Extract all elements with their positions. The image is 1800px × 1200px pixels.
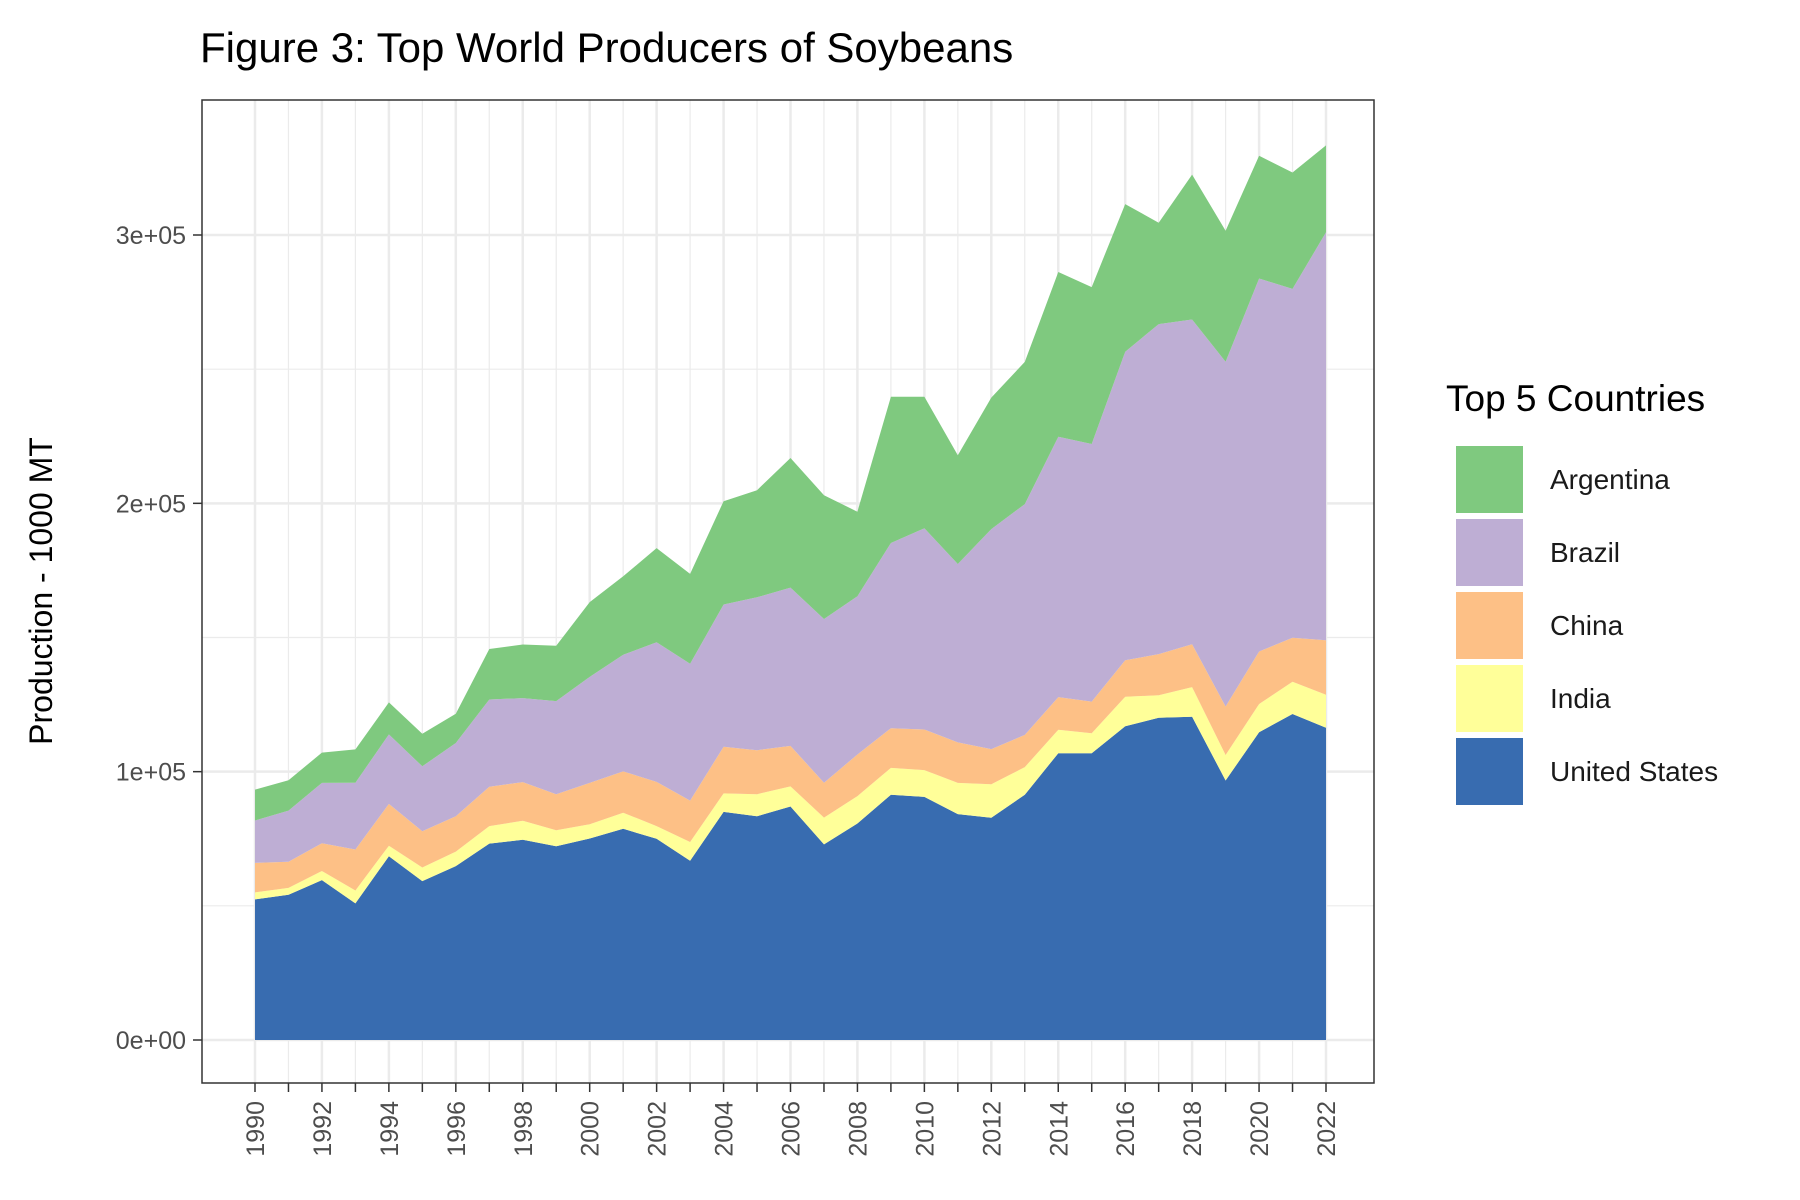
legend-key-argentina [1456, 446, 1523, 513]
x-tick-label: 2006 [778, 1101, 806, 1157]
x-tick-label: 2014 [1045, 1101, 1073, 1157]
area-argentina [255, 145, 1326, 821]
legend-items: Argentina Brazil China India United States [1456, 446, 1718, 805]
x-tick-label: 2002 [644, 1101, 672, 1157]
legend-key-brazil [1456, 519, 1523, 586]
x-tick-label: 2012 [978, 1101, 1006, 1157]
x-tick-label: 2004 [711, 1101, 739, 1157]
chart-title: Figure 3: Top World Producers of Soybean… [200, 24, 1013, 71]
x-tick-label: 2020 [1246, 1101, 1274, 1157]
x-tick-label: 2000 [577, 1101, 605, 1157]
x-tick-label: 2016 [1112, 1101, 1140, 1157]
area-china [255, 637, 1326, 893]
area-united-states [255, 714, 1326, 1040]
legend: Top 5 Countries Argentina Brazil China Indi… [1446, 378, 1718, 805]
stacked-areas [255, 145, 1326, 1040]
y-axis-title: Production - 1000 MT [23, 437, 59, 745]
legend-label-argentina: Argentina [1550, 464, 1670, 495]
area-india [255, 681, 1326, 904]
x-tick-label: 2010 [911, 1101, 939, 1157]
legend-label-china: China [1550, 610, 1624, 641]
legend-label-united-states: United States [1550, 756, 1718, 787]
legend-key-china [1456, 592, 1523, 659]
x-tick-label: 2022 [1313, 1101, 1341, 1157]
x-tick-label: 1990 [242, 1101, 270, 1157]
y-tick-label: 3e+05 [116, 222, 186, 250]
x-tick-label: 1996 [443, 1101, 471, 1157]
x-tick-label: 2018 [1179, 1101, 1207, 1157]
y-tick-label: 0e+00 [116, 1027, 186, 1055]
y-tick-label: 1e+05 [116, 759, 186, 787]
plot-border [201, 99, 1375, 1084]
y-axis: 0e+00 1e+05 2e+05 3e+05 [116, 222, 202, 1055]
legend-key-united-states [1456, 738, 1523, 805]
x-axis: 1990 1992 1994 1996 1998 2000 2002 2004 2006 2008… [242, 1083, 1341, 1157]
x-tick-label: 2008 [844, 1101, 872, 1157]
legend-label-india: India [1550, 683, 1611, 714]
y-tick-label: 2e+05 [116, 490, 186, 518]
area-brazil [255, 232, 1326, 863]
legend-title: Top 5 Countries [1446, 378, 1705, 419]
x-tick-label: 1992 [309, 1101, 337, 1157]
legend-key-india [1456, 665, 1523, 732]
x-tick-label: 1998 [510, 1101, 538, 1157]
legend-label-brazil: Brazil [1550, 537, 1620, 568]
x-tick-label: 1994 [376, 1101, 404, 1157]
